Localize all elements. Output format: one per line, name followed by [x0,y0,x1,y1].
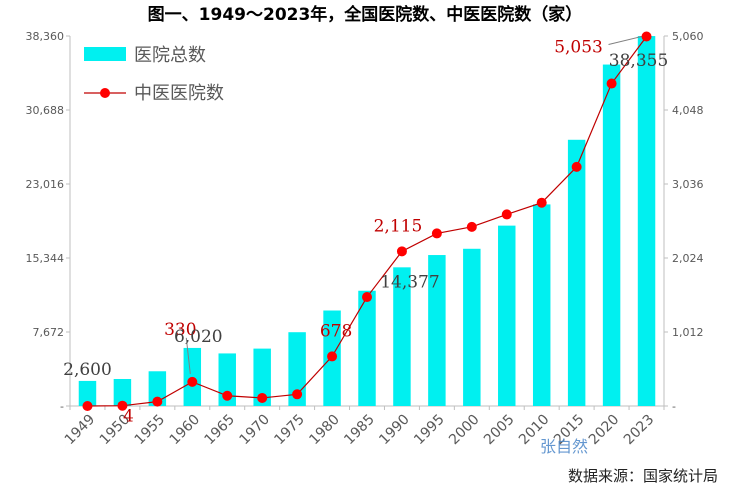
line-point [606,78,617,89]
x-tick-label: 1980 [306,412,343,449]
y-left-tick-label: 30,688 [26,104,65,117]
line-point [501,209,512,220]
data-label: 2,600 [63,360,112,380]
y-right-tick-label: 2,024 [672,252,704,265]
x-tick-label: 1960 [167,412,204,449]
line-point [82,401,93,411]
data-label: 5,053 [554,38,603,58]
leader-line [185,337,191,374]
y-left-tick-label: 38,360 [26,30,65,43]
x-tick-label: 1955 [132,412,169,449]
bar [148,371,167,406]
data-label: 6,020 [174,327,223,347]
line-point [292,389,303,400]
y-left-tick-label: 23,016 [26,178,65,191]
legend-label-bar: 医院总数 [134,45,206,66]
line-point [431,228,442,239]
line-point [257,392,268,403]
leader-line [608,36,642,45]
bar [113,378,132,406]
bar [358,290,376,406]
bar [463,248,481,406]
y-right-tick-label: 1,012 [672,326,704,339]
line-point [117,400,128,411]
x-tick-label: 1975 [271,412,308,449]
x-tick-label: 1970 [236,412,273,449]
data-label: 38,355 [609,51,668,71]
bar [637,36,656,407]
bar [393,267,411,406]
line-point [152,396,163,407]
x-tick-label: 1949 [62,412,99,449]
line-point [396,246,407,257]
bar [218,353,236,406]
legend-swatch-bar [84,47,126,61]
watermark: 张自然 [540,437,588,456]
y-left-tick-label: 15,344 [26,252,65,265]
x-tick-label: 2023 [621,412,658,449]
y-right-tick-label: - [672,400,676,413]
data-label: 330 [164,320,196,340]
data-label: 2,115 [374,216,423,236]
data-label: 4 [123,407,134,427]
legend-marker-line [100,88,110,98]
x-tick-label: 2020 [586,412,623,449]
chart-title: 图一、1949～2023年，全国医院数、中医医院数（家） [148,4,583,25]
data-label: 678 [320,321,352,341]
x-tick-label: 1995 [411,412,448,449]
bar [567,139,586,406]
bar [532,204,551,406]
x-tick-label: 1990 [376,412,413,449]
line-point [327,351,338,362]
bar [288,332,306,406]
bar [498,225,516,406]
bar [78,380,97,406]
line-point [362,292,372,303]
source-note: 数据来源：国家统计局 [568,467,718,485]
bar-series [78,36,656,407]
bar [602,64,621,407]
line-point [222,390,233,401]
bar [428,255,446,406]
y-right-tick-label: 4,048 [672,104,704,117]
x-tick-label: 2000 [446,412,483,449]
x-tick-label: 2005 [481,412,518,449]
legend-label-line: 中医医院数 [134,83,224,104]
line-point [187,376,198,387]
line-point [466,221,477,232]
bar [253,348,271,406]
y-left-tick-label: 7,672 [33,326,65,339]
x-tick-label: 1965 [202,412,239,449]
y-right-tick-label: 5,060 [672,30,704,43]
line-point [536,197,547,208]
line-series [82,31,652,411]
y-left-tick-label: - [60,400,64,413]
line-point [571,161,582,172]
line-point [641,31,652,42]
y-right-tick-label: 3,036 [672,178,704,191]
data-label: 14,377 [380,272,439,292]
x-tick-label: 1985 [341,412,378,449]
